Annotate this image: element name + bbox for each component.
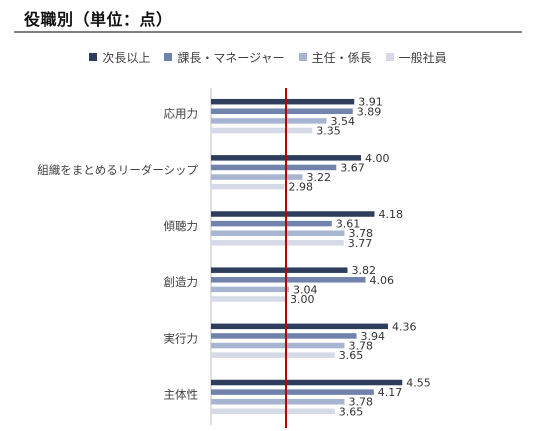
data-label: 2.98 — [289, 181, 314, 194]
data-label: 4.17 — [378, 386, 403, 399]
bar — [211, 379, 403, 386]
bar — [211, 118, 327, 124]
data-label: 3.78 — [349, 340, 374, 353]
data-label: 3.94 — [361, 330, 386, 343]
data-label: 4.06 — [370, 274, 395, 287]
bar — [211, 220, 332, 227]
data-label: 3.00 — [290, 293, 315, 306]
category-label: 創造力 — [164, 275, 199, 289]
legend: 次長以上 課長・マネージャー 主任・係長 一般社員 — [0, 48, 536, 66]
data-label: 3.78 — [349, 396, 374, 409]
legend-swatch — [298, 53, 307, 61]
data-label: 4.00 — [365, 152, 390, 165]
bar — [211, 230, 345, 236]
legend-item: 課長・マネージャー — [164, 48, 285, 66]
title-underline — [14, 31, 522, 33]
legend-swatch — [164, 53, 173, 61]
legend-swatch — [385, 53, 394, 61]
data-label: 4.36 — [392, 320, 417, 333]
bar — [211, 277, 366, 283]
bar — [211, 408, 335, 415]
legend-label: 一般社員 — [398, 50, 447, 65]
legend-item: 次長以上 — [89, 48, 150, 66]
bar — [211, 98, 355, 105]
bar — [211, 174, 303, 180]
data-label: 3.04 — [293, 283, 318, 296]
bar — [211, 108, 353, 115]
bar — [211, 286, 289, 293]
bar — [211, 389, 374, 395]
legend-swatch — [89, 53, 98, 61]
bar — [211, 333, 357, 339]
bar — [211, 183, 285, 190]
bar — [211, 342, 345, 349]
data-label: 4.18 — [379, 208, 404, 221]
data-label: 3.67 — [340, 161, 365, 174]
bar — [211, 352, 335, 358]
category-label: 組織をまとめるリーダーシップ — [37, 163, 198, 177]
category-label: 主体性 — [164, 387, 199, 401]
data-label: 3.77 — [348, 237, 373, 250]
data-label: 3.61 — [336, 218, 361, 231]
bar — [211, 267, 348, 273]
bar — [211, 164, 337, 171]
bar — [211, 296, 286, 302]
category-label: 傾聴力 — [164, 219, 199, 233]
legend-label: 課長・マネージャー — [177, 50, 285, 65]
chart-title: 役職別（単位：点） — [24, 10, 173, 29]
data-label: 3.65 — [339, 349, 364, 362]
data-label: 3.65 — [339, 405, 364, 418]
data-label: 3.54 — [331, 115, 356, 128]
legend-item: 一般社員 — [385, 48, 447, 66]
legend-label: 主任・係長 — [311, 50, 372, 65]
bar — [211, 211, 375, 217]
category-label: 応用力 — [164, 107, 199, 121]
bar — [211, 240, 344, 246]
legend-label: 次長以上 — [102, 50, 151, 65]
bar — [211, 323, 388, 330]
data-label: 3.35 — [316, 124, 341, 137]
data-label: 3.22 — [307, 171, 332, 184]
data-label: 3.78 — [349, 227, 374, 240]
data-label: 3.91 — [358, 96, 383, 109]
bar — [211, 398, 345, 405]
legend-item: 主任・係長 — [298, 48, 372, 66]
category-label: 実行力 — [164, 331, 199, 345]
data-label: 3.89 — [357, 105, 382, 118]
bar — [211, 127, 313, 134]
data-label: 4.55 — [406, 377, 431, 390]
data-label: 3.82 — [352, 264, 377, 277]
